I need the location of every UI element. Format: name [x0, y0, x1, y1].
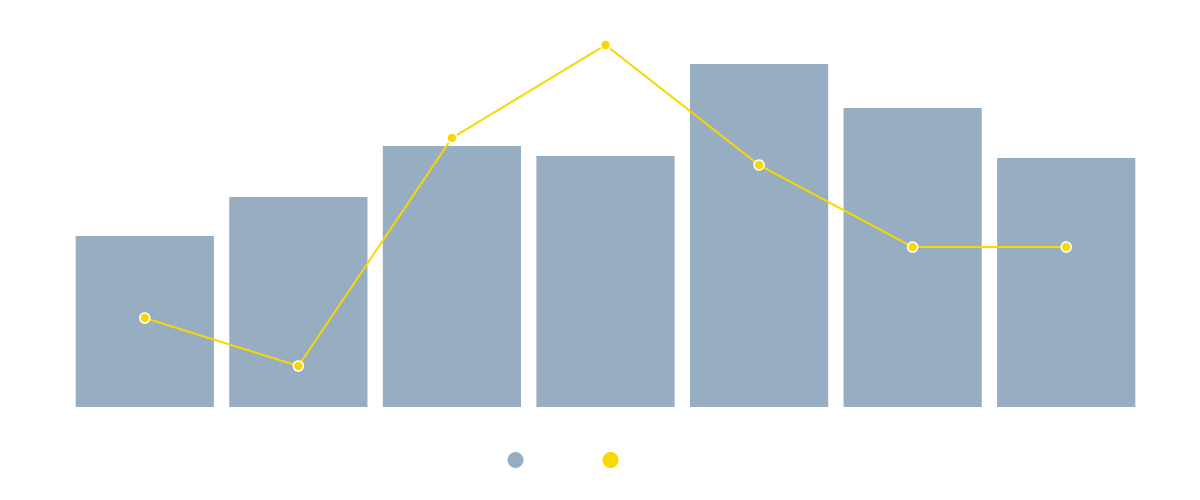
point	[753, 159, 765, 171]
point	[446, 132, 458, 144]
point	[599, 39, 612, 51]
point	[906, 241, 919, 253]
bar	[536, 156, 675, 407]
bar	[843, 108, 982, 407]
legend-marker	[507, 452, 524, 468]
point	[1060, 241, 1072, 253]
bar	[382, 146, 522, 407]
point	[139, 312, 151, 324]
bar	[997, 158, 1136, 407]
legend-marker	[602, 452, 619, 468]
point	[292, 360, 305, 372]
bar	[689, 64, 829, 407]
bar	[229, 197, 368, 407]
